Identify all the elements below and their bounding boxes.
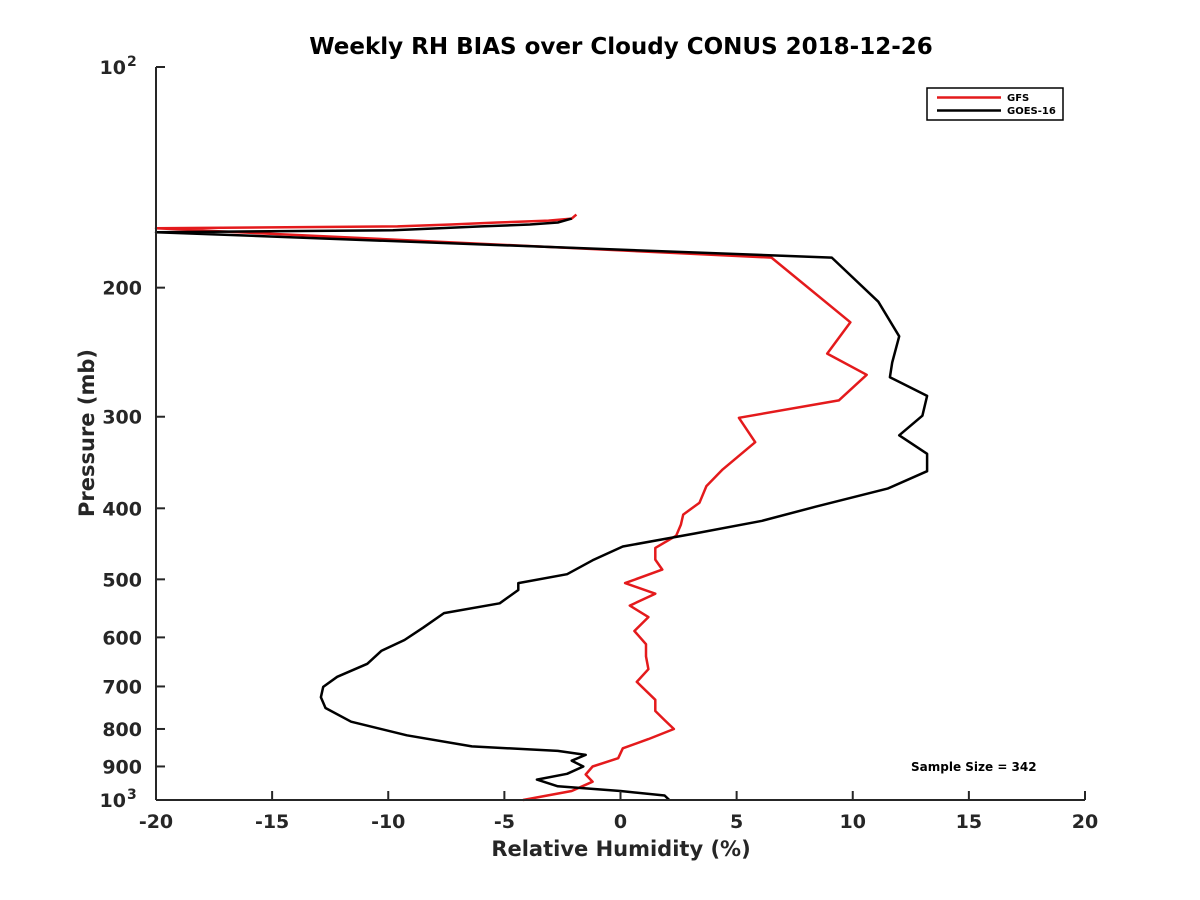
x-tick-label: -10	[371, 811, 405, 833]
x-tick-label: 20	[1072, 811, 1098, 833]
chart-title: Weekly RH BIAS over Cloudy CONUS 2018-12…	[309, 34, 933, 60]
x-axis-label: Relative Humidity (%)	[491, 837, 750, 861]
y-tick-label: 900	[102, 756, 142, 778]
series-line-goes-16	[154, 217, 929, 801]
y-tick-label: 10	[100, 790, 126, 812]
x-tick-label: 15	[956, 811, 982, 833]
legend-label-gfs: GFS	[1007, 93, 1029, 104]
legend-box	[926, 87, 1064, 121]
x-tick-label: -20	[139, 811, 173, 833]
y-tick-label: 500	[102, 569, 142, 591]
sample-size-annotation: Sample Size = 342	[911, 760, 1037, 774]
y-tick-label: 400	[102, 498, 142, 520]
y-tick-exponent: 3	[127, 787, 137, 803]
x-tick-label: -15	[255, 811, 289, 833]
x-tick-label: 10	[840, 811, 866, 833]
legend-label-goes-16: GOES-16	[1007, 106, 1056, 117]
series-line-gfs	[154, 213, 868, 802]
x-tick-label: 5	[730, 811, 743, 833]
y-axis-label: Pressure (mb)	[75, 349, 99, 517]
y-tick-label: 10	[100, 57, 126, 79]
y-tick-label: 300	[102, 407, 142, 429]
y-tick-label: 200	[102, 278, 142, 300]
y-tick-label: 700	[102, 676, 142, 698]
y-tick-label: 600	[102, 627, 142, 649]
x-tick-label: -5	[494, 811, 515, 833]
y-tick-label: 800	[102, 719, 142, 741]
y-tick-exponent: 2	[127, 54, 137, 70]
x-tick-label: 0	[614, 811, 627, 833]
plot-area	[154, 213, 929, 802]
legend: GFS GOES-16	[926, 87, 1064, 121]
